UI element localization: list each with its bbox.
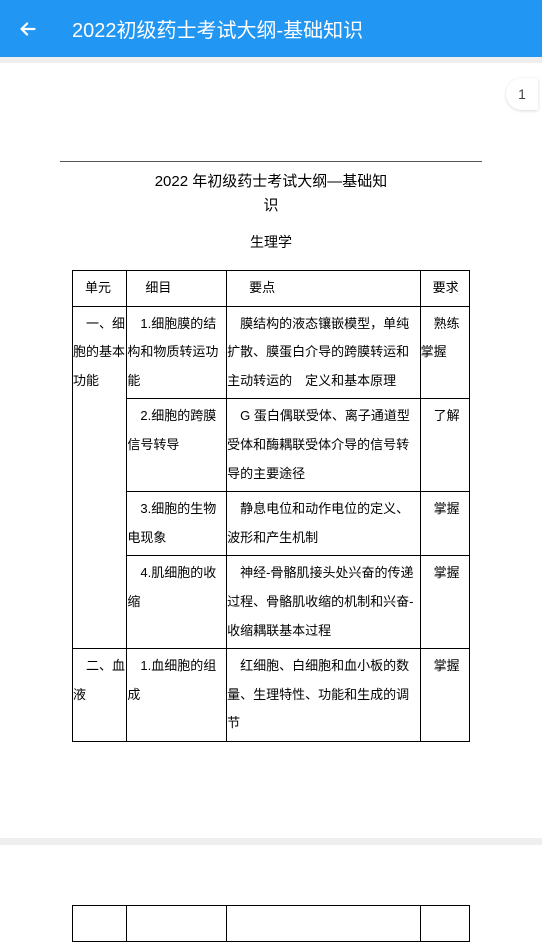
document-page-2[interactable] [0,845,542,942]
doc-title-line2: 识 [263,197,278,214]
page-number-badge[interactable]: 1 [506,78,538,110]
cell-item: 1.细胞膜的结构和物质转运功能 [127,306,227,399]
cell-unit [73,906,127,942]
table-row: 一、细胞的基本功能 1.细胞膜的结构和物质转运功能 膜结构的液态镶嵌模型，单纯扩… [73,306,470,399]
table-row [73,906,470,942]
document-page-1[interactable]: 2022 年初级药士考试大纲—基础知 识 生理学 单元 细目 要点 要求 一、细… [0,63,542,838]
cell-item [127,906,227,942]
doc-content: 2022 年初级药士考试大纲—基础知 识 生理学 单元 细目 要点 要求 一、细… [0,63,542,742]
cell-item: 4.肌细胞的收缩 [127,556,227,649]
page2-content [0,845,542,942]
doc-title-line1: 2022 年初级药士考试大纲—基础知 [155,173,388,190]
doc-subtitle: 生理学 [60,232,482,252]
page-number: 1 [518,86,526,102]
cell-req: 掌握 [420,492,469,556]
cell-req: 掌握 [420,649,469,742]
col-point-header: 要点 [227,271,420,307]
table-row: 2.细胞的跨膜信号转导 G 蛋白偶联受体、离子通道型受体和酶耦联受体介导的信号转… [73,399,470,492]
cell-item: 2.细胞的跨膜信号转导 [127,399,227,492]
app-header: 2022初级药士考试大纲-基础知识 [0,0,542,57]
cell-req: 掌握 [420,556,469,649]
cell-point: 静息电位和动作电位的定义、波形和产生机制 [227,492,420,556]
table-row: 二、血液 1.血细胞的组成 红细胞、白细胞和血小板的数量、生理特性、功能和生成的… [73,649,470,742]
cell-point: 膜结构的液态镶嵌模型，单纯扩散、膜蛋白介导的跨膜转运和主动转运的 定义和基本原理 [227,306,420,399]
doc-title: 2022 年初级药士考试大纲—基础知 识 [60,170,482,218]
cell-unit: 二、血液 [73,649,127,742]
cell-item: 3.细胞的生物电现象 [127,492,227,556]
cell-unit: 一、细胞的基本功能 [73,306,127,649]
cell-req: 熟练掌握 [420,306,469,399]
table-row: 4.肌细胞的收缩 神经-骨骼肌接头处兴奋的传递过程、骨骼肌收缩的机制和兴奋-收缩… [73,556,470,649]
col-item-header: 细目 [127,271,227,307]
header-title: 2022初级药士考试大纲-基础知识 [72,14,363,43]
cell-point: 神经-骨骼肌接头处兴奋的传递过程、骨骼肌收缩的机制和兴奋-收缩耦联基本过程 [227,556,420,649]
table-head-row: 单元 细目 要点 要求 [73,271,470,307]
cell-point: 红细胞、白细胞和血小板的数量、生理特性、功能和生成的调节 [227,649,420,742]
cell-req [420,906,469,942]
cell-point [227,906,420,942]
doc-divider [60,161,482,162]
back-button[interactable] [16,17,40,41]
col-req-header: 要求 [420,271,469,307]
arrow-left-icon [17,18,39,40]
cell-req: 了解 [420,399,469,492]
syllabus-table-continued [72,905,470,942]
syllabus-table: 单元 细目 要点 要求 一、细胞的基本功能 1.细胞膜的结构和物质转运功能 膜结… [72,270,470,742]
cell-item: 1.血细胞的组成 [127,649,227,742]
col-unit-header: 单元 [73,271,127,307]
table-row: 3.细胞的生物电现象 静息电位和动作电位的定义、波形和产生机制 掌握 [73,492,470,556]
cell-point: G 蛋白偶联受体、离子通道型受体和酶耦联受体介导的信号转导的主要途径 [227,399,420,492]
